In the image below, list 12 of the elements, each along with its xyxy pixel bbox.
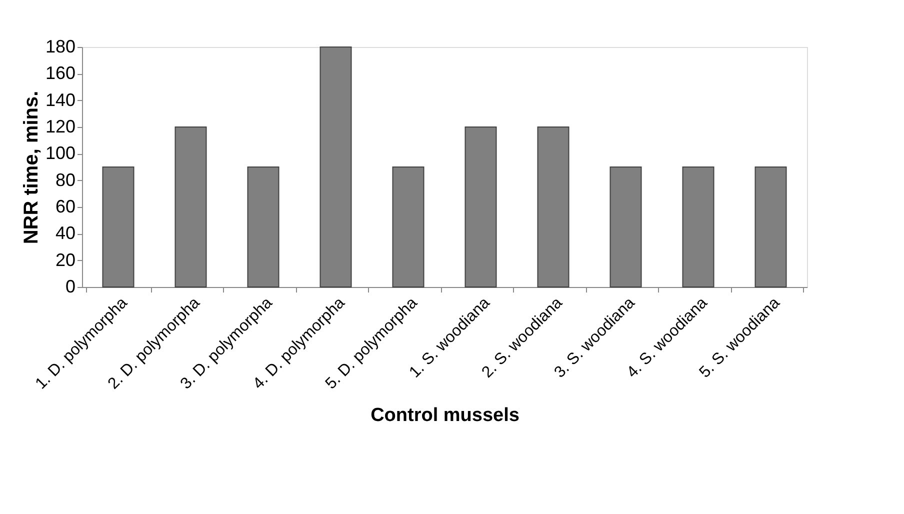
x-axis-title: Control mussels bbox=[370, 404, 520, 426]
y-axis-title: NRR time, mins. bbox=[20, 90, 42, 244]
y-tick-label: 180 bbox=[45, 36, 76, 56]
y-tick-label: 160 bbox=[45, 63, 76, 84]
y-tick-label: 120 bbox=[45, 116, 76, 136]
y-tick-label: 20 bbox=[55, 250, 76, 270]
y-tick-label: 0 bbox=[65, 276, 76, 296]
y-tick-label: 140 bbox=[45, 90, 76, 110]
y-tick-label: 60 bbox=[55, 196, 76, 216]
y-tick-label: 40 bbox=[55, 223, 76, 244]
y-tick-label: 80 bbox=[55, 170, 76, 190]
y-tick-label: 100 bbox=[45, 143, 76, 164]
